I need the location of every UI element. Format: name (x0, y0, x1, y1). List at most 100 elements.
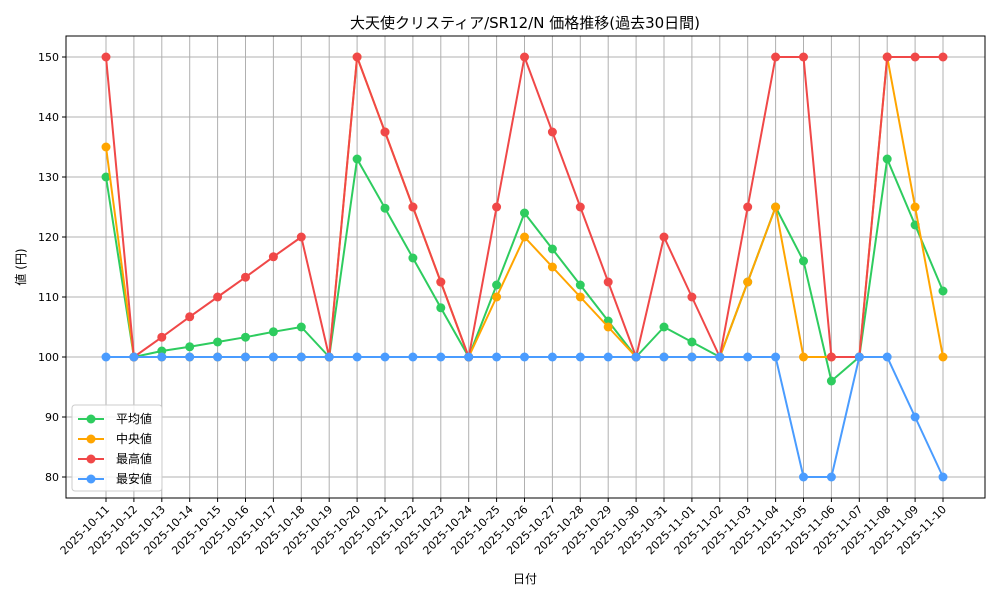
series-lines (101, 52, 948, 482)
data-point (603, 352, 613, 362)
data-point (520, 208, 529, 218)
y-tick-label: 150 (38, 51, 59, 64)
data-point (213, 292, 223, 302)
x-axis-label: 日付 (513, 572, 537, 586)
legend-swatch-marker (86, 454, 96, 464)
data-point (799, 472, 808, 482)
y-tick-label: 110 (38, 291, 59, 304)
data-point (826, 472, 836, 482)
data-point (799, 52, 808, 62)
series-0 (101, 154, 948, 386)
data-point (882, 154, 892, 164)
data-point (687, 352, 697, 362)
data-point (213, 337, 223, 347)
data-point (575, 202, 585, 212)
data-point (910, 202, 920, 212)
y-tick-label: 140 (38, 111, 59, 124)
y-axis-ticks: 80 90 100 110 120 130 140 150 (38, 51, 66, 484)
data-point (659, 322, 669, 332)
data-point (101, 172, 111, 182)
legend-label: 最安値 (116, 471, 152, 486)
y-tick-label: 130 (38, 171, 59, 184)
data-point (799, 256, 808, 266)
legend-label: 平均値 (116, 411, 152, 426)
data-point (771, 52, 781, 62)
data-point (520, 232, 529, 242)
y-tick-label: 120 (38, 231, 59, 244)
data-point (408, 253, 418, 263)
y-tick-label: 90 (45, 411, 59, 424)
data-point (771, 202, 781, 212)
data-point (296, 352, 306, 362)
data-point (101, 52, 111, 62)
legend-swatch-marker (86, 474, 96, 484)
data-point (659, 232, 669, 242)
data-point (854, 352, 864, 362)
data-point (213, 352, 223, 362)
data-point (464, 352, 474, 362)
legend-label: 中央値 (116, 431, 152, 446)
data-point (743, 352, 753, 362)
data-point (799, 352, 808, 362)
data-point (547, 127, 557, 137)
data-point (575, 292, 585, 302)
data-point (938, 472, 948, 482)
data-point (157, 352, 167, 362)
chart-title: 大天使クリスティア/SR12/N 価格推移(過去30日間) (350, 14, 700, 32)
data-point (380, 127, 390, 137)
data-point (408, 202, 418, 212)
series-2 (101, 52, 948, 362)
data-point (659, 352, 669, 362)
data-point (492, 352, 502, 362)
legend-swatch-marker (86, 434, 96, 444)
data-point (687, 337, 697, 347)
data-point (241, 352, 250, 362)
data-point (352, 52, 362, 62)
data-point (938, 352, 948, 362)
data-point (910, 412, 920, 422)
data-point (157, 332, 167, 342)
y-tick-label: 80 (45, 471, 59, 484)
data-point (547, 244, 557, 254)
data-point (408, 352, 418, 362)
data-point (380, 203, 390, 213)
data-point (352, 154, 362, 164)
x-axis-ticks: 2025-10-112025-10-122025-10-132025-10-14… (58, 498, 949, 557)
data-point (882, 52, 892, 62)
data-point (938, 286, 948, 296)
data-point (185, 342, 195, 352)
data-point (352, 352, 362, 362)
data-point (575, 352, 585, 362)
data-point (185, 352, 195, 362)
data-point (743, 277, 753, 287)
data-point (185, 312, 195, 322)
data-point (268, 327, 278, 337)
data-point (603, 322, 613, 332)
data-point (826, 352, 836, 362)
data-point (492, 202, 502, 212)
data-point (129, 352, 139, 362)
data-point (547, 352, 557, 362)
data-point (520, 52, 529, 62)
data-point (743, 202, 753, 212)
data-point (687, 292, 697, 302)
data-point (324, 352, 334, 362)
data-point (547, 262, 557, 272)
data-point (882, 352, 892, 362)
legend-box (71, 404, 163, 492)
y-tick-label: 100 (38, 351, 59, 364)
data-point (101, 142, 111, 152)
data-point (380, 352, 390, 362)
data-point (603, 277, 613, 287)
data-point (296, 232, 306, 242)
data-point (101, 352, 111, 362)
data-point (436, 277, 446, 287)
plot-area-frame (65, 35, 986, 499)
data-point (241, 332, 250, 342)
legend-swatch-marker (86, 414, 96, 424)
data-point (826, 376, 836, 386)
data-point (938, 52, 948, 62)
series-3 (101, 352, 948, 482)
data-point (771, 352, 781, 362)
